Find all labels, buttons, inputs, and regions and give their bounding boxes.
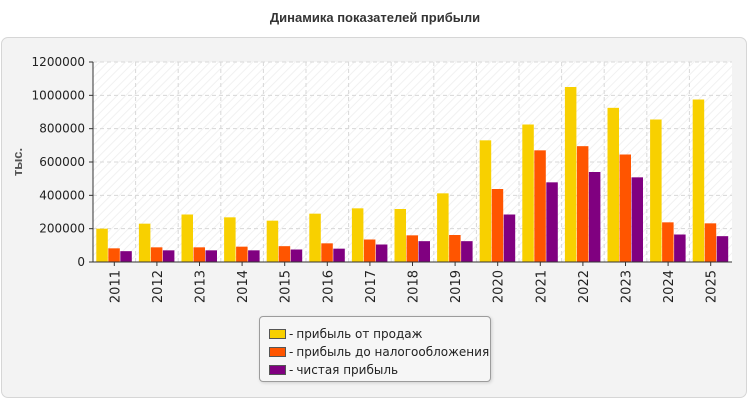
bar — [631, 177, 643, 262]
bar — [503, 214, 516, 262]
x-tick-label: 2018 — [407, 270, 422, 303]
x-tick-label: 2015 — [279, 270, 294, 303]
legend-dash: - — [289, 345, 294, 359]
y-tick-label: 600000 — [39, 155, 85, 169]
legend-dash: - — [289, 327, 294, 341]
x-tick-label: 2016 — [321, 270, 336, 303]
x-tick-label: 2017 — [364, 270, 379, 303]
bar — [150, 247, 163, 262]
x-tick-label: 2022 — [577, 270, 592, 303]
bar — [662, 222, 674, 262]
bar — [162, 250, 175, 262]
legend-label-net-profit: чистая прибыль — [296, 363, 399, 377]
x-tick-label: 2019 — [449, 270, 464, 303]
bar — [321, 243, 333, 262]
bar — [564, 87, 577, 262]
bar — [491, 189, 504, 262]
bar — [437, 193, 449, 262]
bar — [418, 241, 430, 262]
bar — [692, 99, 705, 262]
x-tick-label: 2025 — [705, 270, 720, 303]
x-tick-label: 2011 — [108, 270, 123, 303]
y-tick-label: 1200000 — [32, 55, 85, 69]
bar — [236, 246, 248, 262]
bar — [674, 234, 686, 262]
legend-item-sales-profit: - прибыль от продаж — [269, 325, 490, 343]
y-axis-label: тыс. — [10, 148, 25, 176]
x-tick-label: 2023 — [620, 270, 635, 303]
x-tick-label: 2021 — [534, 270, 549, 303]
y-tick-label: 800000 — [39, 122, 85, 136]
y-tick-label: 400000 — [39, 188, 85, 202]
bar — [248, 250, 260, 262]
bar — [96, 228, 108, 262]
bar — [138, 223, 151, 262]
x-tick-label: 2013 — [194, 270, 209, 303]
bar — [704, 223, 717, 262]
legend-swatch-sales-profit — [269, 329, 286, 339]
bar — [546, 182, 558, 262]
bar — [108, 248, 120, 262]
legend-dash: - — [289, 363, 294, 377]
x-tick-label: 2024 — [662, 270, 677, 303]
bar — [522, 124, 534, 262]
bar — [607, 107, 619, 262]
bar — [309, 213, 321, 262]
bar — [193, 247, 205, 262]
x-tick-label: 2014 — [236, 270, 251, 303]
legend-item-net-profit: - чистая прибыль — [269, 361, 490, 379]
bar — [479, 140, 492, 262]
bar — [363, 239, 376, 262]
legend-label-pretax-profit: прибыль до налогообложения — [296, 345, 490, 359]
y-tick-label: 0 — [77, 255, 85, 269]
legend-swatch-net-profit — [269, 365, 286, 375]
bar — [266, 220, 279, 262]
bar — [351, 208, 364, 262]
bar — [375, 244, 388, 262]
bar — [576, 146, 589, 262]
bar — [406, 235, 418, 262]
y-tick-label: 200000 — [39, 222, 85, 236]
bar — [534, 150, 546, 262]
bar — [205, 250, 217, 262]
legend-swatch-pretax-profit — [269, 347, 286, 357]
bar — [394, 209, 406, 262]
legend-item-pretax-profit: - прибыль до налогообложения — [269, 343, 490, 361]
bar — [461, 241, 473, 262]
bar — [224, 217, 236, 262]
bar — [181, 214, 193, 262]
bar — [449, 235, 461, 262]
bar — [716, 236, 729, 262]
bar — [619, 154, 631, 262]
bar — [120, 251, 132, 262]
bar — [333, 248, 345, 262]
bar — [290, 249, 303, 262]
x-tick-label: 2020 — [492, 270, 507, 303]
x-tick-label: 2012 — [151, 270, 166, 303]
legend: - прибыль от продаж - прибыль до налогоо… — [259, 316, 491, 382]
chart-title: Динамика показателей прибыли — [269, 10, 481, 25]
legend-label-sales-profit: прибыль от продаж — [296, 327, 423, 341]
bar — [588, 172, 601, 262]
bar — [650, 119, 662, 262]
y-tick-label: 1000000 — [32, 88, 85, 102]
bar — [278, 246, 291, 262]
